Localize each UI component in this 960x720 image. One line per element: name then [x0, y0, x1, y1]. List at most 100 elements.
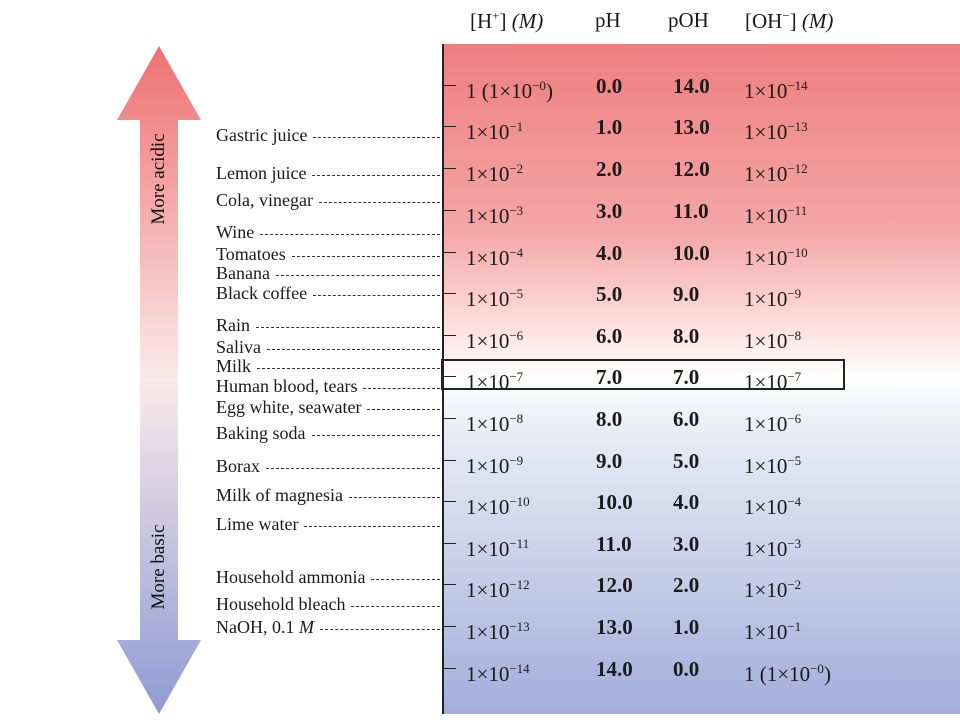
substance-label: NaOH, 0.1 M [216, 617, 314, 637]
neutral-row-highlight [441, 359, 845, 390]
h-concentration-cell: 1×10−6 [466, 322, 523, 355]
substance-name: Egg white, seawater [216, 397, 362, 417]
h-exponent: −14 [509, 661, 530, 676]
ph-value: 13.0 [596, 615, 633, 639]
substance-label: Rain [216, 315, 250, 335]
oh-exponent: −12 [787, 161, 808, 176]
h-exponent: −3 [509, 203, 524, 218]
ph-row: 1×10−9 9.0 5.0 1×10−5 [442, 446, 960, 478]
ph-value: 9.0 [596, 449, 623, 473]
oh-base: 1×10 [744, 370, 788, 394]
substance-name: Milk of magnesia [216, 485, 343, 505]
leader-line [349, 497, 440, 498]
ph-row: 1×10−3 3.0 11.0 1×10−11 [442, 196, 960, 228]
substance-name: Lemon juice [216, 163, 307, 183]
ph-row: 1×10−7 7.0 7.0 1×10−7 [442, 362, 960, 394]
substance-name: Lime water [216, 514, 299, 534]
ph-value: 3.0 [596, 199, 623, 223]
h-base: 1×10 [466, 620, 510, 644]
ph-row: 1×10−8 8.0 6.0 1×10−6 [442, 404, 960, 436]
ph-row: 1×10−4 4.0 10.0 1×10−10 [442, 238, 960, 270]
more-acidic-label: More acidic [148, 133, 169, 225]
substance-name: Wine [216, 222, 255, 242]
tick-mark [444, 460, 456, 461]
h-concentration-cell: 1×10−8 [466, 405, 523, 438]
oh-exponent: −0 [810, 661, 824, 676]
leader-line [260, 234, 440, 235]
leader-line [276, 275, 440, 276]
substance-unit: M [299, 617, 314, 637]
h-base: 1×10 [466, 246, 510, 270]
tick-mark [444, 543, 456, 544]
ph-row: 1×10−1 1.0 13.0 1×10−13 [442, 112, 960, 144]
leader-line [319, 202, 440, 203]
header-oh-unit: (M) [801, 9, 834, 33]
h-concentration-cell: 1×10−14 [466, 655, 530, 688]
tick-mark [444, 210, 456, 211]
substance-label: Baking soda [216, 423, 306, 443]
h-concentration-cell: 1×10−4 [466, 239, 523, 272]
poh-value: 5.0 [673, 449, 700, 473]
h-base: 1×10 [466, 578, 510, 602]
h-exponent: −10 [509, 494, 530, 509]
oh-base: 1×10 [744, 578, 788, 602]
header-oh-text: [OH [745, 9, 783, 33]
poh-value: 7.0 [673, 365, 700, 389]
tick-mark [444, 335, 456, 336]
h-exponent: −5 [509, 286, 524, 301]
oh-base: 1×10 [744, 454, 788, 478]
h-concentration-cell: 1×10−9 [466, 447, 523, 480]
poh-value: 0.0 [673, 657, 700, 681]
tick-mark [444, 168, 456, 169]
leader-line [351, 606, 440, 607]
acidity-arrow-icon [117, 46, 201, 714]
header-h-concentration: [H+] (M) [470, 8, 543, 34]
oh-base: 1×10 [744, 329, 788, 353]
leader-line [257, 368, 440, 369]
header-h-charge: + [492, 8, 500, 23]
ph-value: 10.0 [596, 490, 633, 514]
oh-concentration-cell: 1 (1×10−0) [744, 655, 831, 688]
ph-row: 1×10−10 10.0 4.0 1×10−4 [442, 487, 960, 519]
substance-name: Banana [216, 263, 270, 283]
poh-value: 13.0 [673, 115, 710, 139]
substance-label: Milk [216, 356, 251, 376]
poh-value: 9.0 [673, 282, 700, 306]
oh-exponent: −8 [787, 328, 802, 343]
oh-concentration-cell: 1×10−4 [744, 488, 801, 521]
ph-scale-panel [442, 44, 960, 714]
leader-line [363, 388, 440, 389]
ph-value: 1.0 [596, 115, 623, 139]
oh-exponent: −5 [787, 453, 802, 468]
oh-exponent: −10 [787, 245, 808, 260]
h-base: 1×10 [466, 329, 510, 353]
h-exponent: −0 [532, 78, 546, 93]
substance-name: Milk [216, 356, 252, 376]
substance-name: Household bleach [216, 594, 346, 614]
substance-label: Wine [216, 222, 254, 242]
substance-name: Human blood, tears [216, 376, 358, 396]
substance-label: Tomatoes [216, 244, 286, 264]
tick-mark [444, 293, 456, 294]
poh-value: 6.0 [673, 407, 700, 431]
poh-value: 4.0 [673, 490, 700, 514]
ph-row: 1×10−11 11.0 3.0 1×10−3 [442, 529, 960, 561]
substance-label: Lemon juice [216, 163, 306, 183]
substance-label: Human blood, tears [216, 376, 357, 396]
tick-mark [444, 418, 456, 419]
h-exponent: −2 [509, 161, 524, 176]
oh-base: 1×10 [744, 79, 788, 103]
header-oh-bracket: ] [789, 9, 797, 33]
poh-value: 14.0 [673, 74, 710, 98]
oh-base: 1×10 [744, 162, 788, 186]
h-concentration-cell: 1×10−10 [466, 488, 530, 521]
oh-base: 1×10 [744, 537, 788, 561]
oh-concentration-cell: 1×10−13 [744, 113, 808, 146]
substance-label: Saliva [216, 337, 261, 357]
substance-label: Banana [216, 263, 270, 283]
header-oh-charge: − [782, 8, 790, 23]
h-exponent: −12 [509, 577, 530, 592]
tick-mark [444, 626, 456, 627]
h-concentration-cell: 1×10−1 [466, 113, 523, 146]
h-exponent: −9 [509, 453, 524, 468]
